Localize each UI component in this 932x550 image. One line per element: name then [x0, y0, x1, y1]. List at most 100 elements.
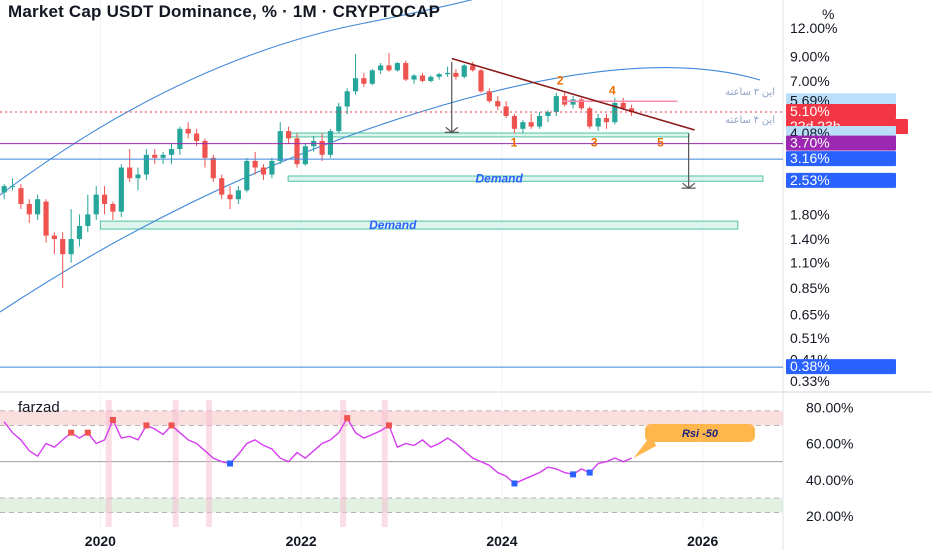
price-badge-label: 5.10%	[790, 103, 830, 119]
candle-body	[194, 133, 200, 141]
candle-body	[110, 204, 116, 212]
candle-body	[235, 190, 241, 200]
indicator-name[interactable]: farzad	[18, 399, 60, 416]
rsi-trough-marker	[586, 469, 593, 476]
candle-body	[511, 115, 518, 129]
candle-body	[378, 65, 384, 71]
candle-body	[152, 154, 158, 158]
candle-body	[327, 131, 334, 155]
candle-body	[536, 115, 543, 127]
candle-body	[35, 199, 41, 215]
candle-body	[227, 194, 233, 200]
price-badge-label: 2.53%	[790, 172, 830, 188]
candle-body	[277, 131, 283, 161]
candle-body	[85, 214, 91, 226]
x-tick-label: 2020	[85, 533, 116, 549]
rsi-y-tick-label: 40.00%	[806, 472, 853, 488]
rsi-y-tick-label: 60.00%	[806, 436, 853, 452]
demand-zone	[287, 175, 764, 182]
note-label: این ۳ ساعته	[725, 87, 775, 98]
candle-body	[26, 204, 32, 215]
y-tick-label: 12.00%	[790, 20, 837, 36]
y-tick-label: 1.80%	[790, 206, 830, 222]
rsi-peak-strip	[206, 400, 213, 527]
rsi-y-tick-label: 80.00%	[806, 399, 853, 415]
candle-body	[1, 186, 7, 193]
wave-label: 5	[657, 135, 664, 149]
candle-body	[202, 140, 208, 158]
candle-body	[403, 63, 409, 80]
candle-body	[43, 201, 49, 236]
candle-body	[336, 106, 342, 132]
rsi-peak-marker	[385, 422, 392, 429]
candle-body	[545, 112, 551, 116]
candle-body	[361, 78, 367, 84]
candle-body	[252, 160, 258, 168]
candle-body	[76, 225, 83, 240]
trend-line	[451, 57, 695, 131]
channel-layer	[0, 0, 761, 313]
candle-body	[553, 96, 559, 113]
candle-body	[127, 167, 133, 179]
candle-body	[185, 128, 191, 134]
rsi-band	[0, 497, 783, 513]
price-scale-unit[interactable]: %	[822, 6, 835, 22]
candle-body	[411, 75, 417, 80]
wave-label: 1	[511, 135, 518, 149]
candle-body	[210, 157, 216, 179]
wave-label: 3	[591, 135, 598, 149]
price-badge	[786, 104, 896, 120]
y-tick-label: 0.33%	[790, 373, 830, 389]
rsi-line	[3, 416, 632, 485]
rsi-peak-marker	[84, 429, 91, 436]
chart-title: Market Cap USDT Dominance, % · 1M · CRYP…	[8, 2, 441, 21]
candle-body	[528, 122, 534, 127]
candle-body	[369, 70, 375, 84]
candle-body	[453, 72, 459, 77]
rsi-peak-marker	[168, 422, 175, 429]
candle-body	[269, 160, 275, 175]
candle-body	[244, 160, 250, 191]
price-badge-label: 3.70%	[790, 135, 830, 151]
candle-body	[143, 154, 150, 175]
candle-body	[51, 235, 57, 240]
candle-body	[168, 149, 175, 155]
candle-body	[9, 186, 16, 188]
candle-body	[135, 174, 141, 179]
rsi-peak-marker	[68, 429, 75, 436]
candle-body	[60, 239, 66, 255]
candle-body	[486, 91, 492, 102]
candle-body	[101, 194, 108, 205]
candle-body	[470, 65, 476, 71]
rsi-peak-marker	[109, 416, 116, 423]
rsi-y-tick-label: 20.00%	[806, 508, 853, 524]
candle-body	[260, 167, 267, 175]
price-badge-label: 0.38%	[790, 358, 830, 374]
candle-body	[428, 76, 434, 81]
rsi-trough-marker	[570, 471, 577, 478]
candle-body	[302, 146, 308, 165]
rsi-peak-marker	[344, 415, 351, 422]
candle-body	[294, 138, 300, 165]
candle-body	[603, 118, 610, 123]
demand-zone-label: Demand	[476, 172, 524, 186]
candle-body	[118, 167, 124, 212]
candle-body	[285, 131, 292, 139]
wave-label: 2	[557, 74, 564, 88]
candle-body	[444, 72, 451, 75]
note-label: این ۴ ساعته	[725, 115, 775, 126]
rsi-peak-strip	[172, 400, 179, 527]
y-tick-label: 0.65%	[790, 306, 830, 322]
candle-body	[578, 99, 584, 109]
y-tick-label: 1.10%	[790, 255, 830, 271]
candle-body	[419, 75, 426, 81]
callout-box	[645, 424, 755, 442]
price-badge-label: 3.16%	[790, 150, 830, 166]
candle-body	[160, 154, 166, 158]
rsi-trough-marker	[227, 460, 234, 467]
overlay-layer: 1 2 3 4 5 این ۳ ساعته این ۴ ساعته	[0, 57, 783, 368]
rsi-peak-strip	[381, 400, 388, 527]
candle-body	[386, 65, 392, 71]
y-tick-label: 0.85%	[790, 280, 830, 296]
